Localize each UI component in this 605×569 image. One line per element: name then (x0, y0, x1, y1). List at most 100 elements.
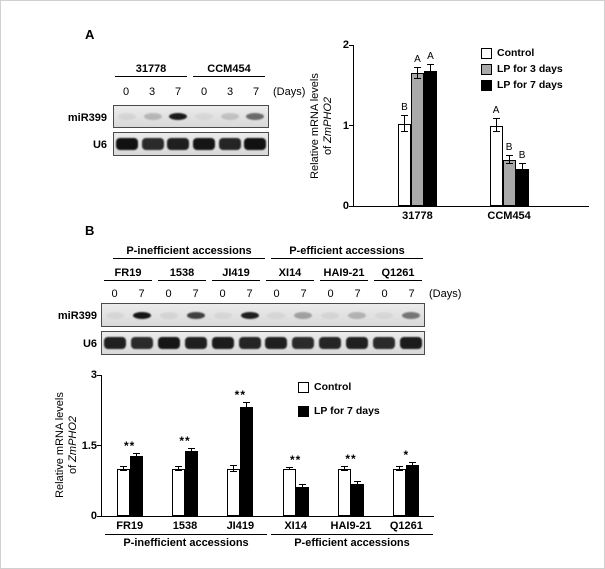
blot-b-accession-xi14: XI14 (266, 267, 314, 281)
blot-a-group-31778: 31778 (115, 63, 187, 77)
error-bar-cap (409, 466, 417, 468)
blot-lane (156, 332, 183, 354)
bar-lp-for-3-days-31778 (410, 73, 424, 206)
legend-swatch-lp-for-7-days (481, 79, 492, 91)
blot-a-u6-strip (113, 132, 269, 156)
error-bar-cap (298, 483, 306, 485)
blot-lane (370, 304, 397, 326)
blot-lane (236, 304, 263, 326)
lane-label: 0 (219, 288, 226, 300)
blot-lane (397, 332, 424, 354)
blot-band (399, 337, 422, 349)
error-bar-cap (426, 75, 434, 77)
blot-lane (102, 304, 129, 326)
category-label: CCM454 (487, 210, 531, 222)
chart-b-ylabel-line1: Relative mRNA levels (54, 392, 66, 498)
bar-lp-for-7-days-1538 (185, 451, 198, 516)
blot-b-accession-fr19: FR19 (104, 267, 152, 281)
blot-band (141, 138, 164, 150)
lane-label: 3 (226, 86, 234, 98)
blot-lane (343, 332, 370, 354)
bar-lp-for-7-days-q1261 (406, 465, 420, 516)
lane-label: 0 (381, 288, 388, 300)
blot-b-days-label: (Days) (429, 288, 462, 300)
error-bar (521, 164, 523, 174)
blot-lane (397, 304, 424, 326)
error-bar-cap (505, 163, 513, 165)
bar-control-xi14 (282, 469, 296, 516)
error-bar (191, 448, 192, 454)
blot-lane (242, 133, 268, 155)
bar-control-fr19 (116, 469, 130, 516)
blot-band (115, 138, 138, 150)
error-bar (403, 115, 405, 132)
blot-b-accession-ji419: JI419 (212, 267, 260, 281)
error-bar (246, 403, 248, 410)
blot-lane (263, 304, 290, 326)
error-bar-cap (188, 447, 195, 449)
blot-b-accession-hai9-21: HAI9-21 (320, 267, 368, 281)
bar-control-31778 (397, 123, 411, 206)
blot-lane (165, 106, 191, 127)
error-bar-cap (119, 470, 127, 472)
category-label: HAI9-21 (330, 520, 372, 532)
bar-lp-for-3-days-ccm454 (502, 160, 516, 206)
category-label: 1538 (172, 520, 198, 532)
legend: Control LP for 3 days LP for 7 days (481, 47, 563, 95)
blot-band (213, 311, 232, 319)
blot-a-group-ccm454: CCM454 (193, 63, 265, 77)
stat-letter: B (401, 101, 408, 113)
category-label: Q1261 (389, 520, 423, 532)
legend: Control LP for 7 days (298, 381, 380, 429)
legend-item: Control (298, 381, 380, 393)
error-bar-cap (413, 66, 421, 68)
blot-b-u6-strip (101, 331, 425, 355)
blot-lane (102, 332, 129, 354)
lane-label: 7 (138, 288, 145, 300)
error-bar (122, 466, 124, 472)
significance-marker: ** (234, 388, 246, 403)
blot-lane (129, 332, 156, 354)
blot-lane (317, 304, 344, 326)
y-tick-mark (97, 374, 102, 376)
lane-label: 7 (354, 288, 361, 300)
blot-lane (140, 133, 166, 155)
error-bar-cap (400, 114, 408, 116)
category-label: FR19 (116, 520, 144, 532)
lane-label: 7 (252, 86, 260, 98)
blot-lane (290, 304, 317, 326)
significance-marker: ** (123, 438, 136, 453)
blot-a-mir399-strip (113, 105, 269, 128)
blot-lane (191, 106, 217, 127)
bar-control-hai9-21 (338, 469, 351, 516)
error-bar-cap (243, 402, 251, 404)
category-label: 31778 (402, 210, 433, 222)
legend-item: LP for 7 days (298, 405, 380, 417)
bar-control-1538 (172, 469, 185, 516)
error-bar-cap (285, 469, 293, 471)
chart-a: 0 1 2 B A A 31778 A B B CCM454 Control LP for 3 days… (343, 39, 589, 222)
blot-b-accession-q1261: Q1261 (374, 267, 422, 281)
error-bar-cap (188, 452, 195, 454)
blot-lane (209, 304, 236, 326)
blot-b-group-efficient: P-efficient accessions (271, 245, 423, 259)
error-bar-cap (518, 163, 526, 165)
blot-band (265, 337, 288, 349)
blot-lane (217, 106, 243, 127)
bar-lp-for-7-days-fr19 (129, 456, 143, 516)
blot-lane (140, 106, 166, 127)
blot-lane (191, 133, 217, 155)
error-bar-cap (230, 465, 238, 467)
bar-control-q1261 (393, 469, 407, 516)
blot-lane (114, 106, 140, 127)
blot-a-u6-label: U6 (92, 139, 107, 151)
blot-a-mir399-label: miR399 (67, 112, 107, 124)
blot-a-days-label: (Days) (273, 86, 306, 98)
error-bar-cap (243, 408, 251, 410)
bar-lp-for-7-days-ccm454 (515, 168, 529, 206)
error-bar-cap (409, 462, 417, 464)
error-bar-cap (492, 118, 500, 120)
legend-label: LP for 7 days (314, 405, 380, 417)
legend-label: LP for 3 days (497, 63, 563, 75)
blot-band (240, 311, 259, 319)
